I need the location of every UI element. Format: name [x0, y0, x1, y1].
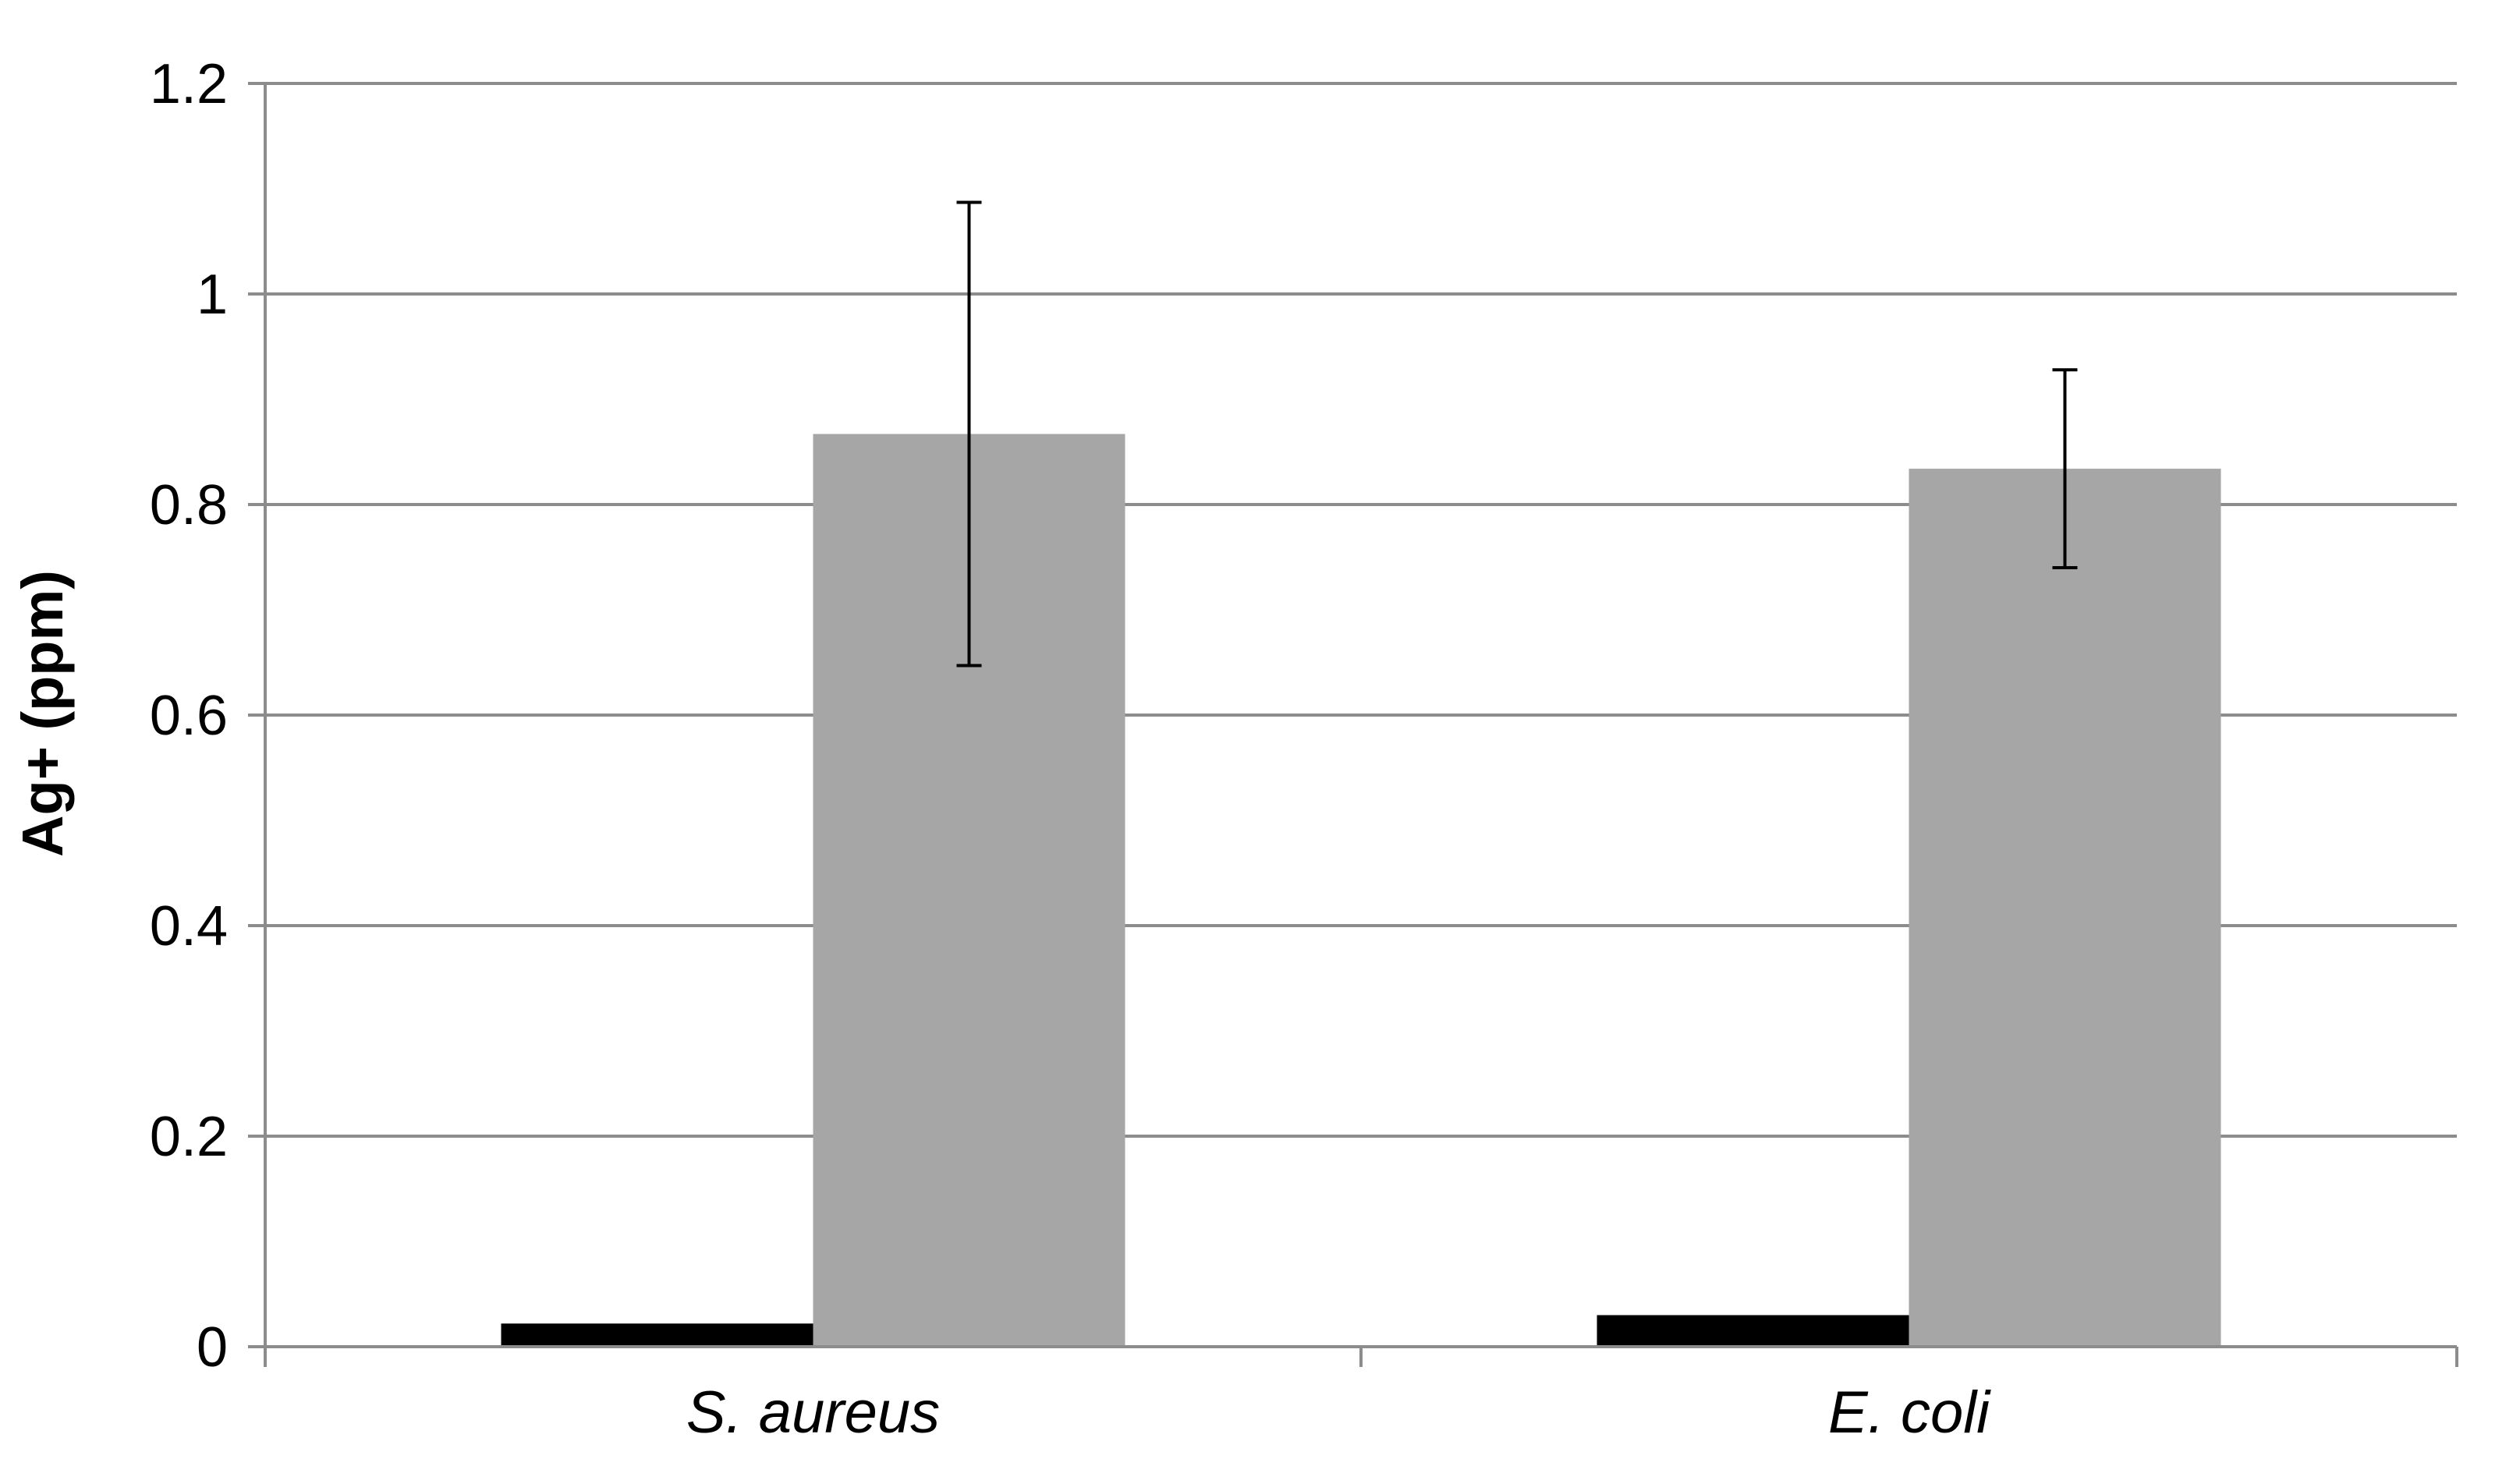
y-tick-label-2: 0.4	[150, 895, 228, 958]
bars	[501, 434, 2221, 1347]
y-tick-label-1: 0.2	[150, 1106, 228, 1168]
y-tick-labels: 0 0.2 0.4 0.6 0.8 1 1.2	[150, 53, 265, 1379]
y-axis-title: Ag+ (ppm)	[10, 570, 75, 857]
category-labels: S. aureus E. coli	[686, 1379, 1991, 1446]
category-label-1: E. coli	[1828, 1379, 1991, 1446]
bar-series0-0	[501, 1323, 813, 1347]
y-tick-label-0: 0	[197, 1316, 228, 1379]
bar-series0-1	[1597, 1315, 1909, 1347]
category-label-0: S. aureus	[686, 1379, 940, 1446]
x-tick-marks	[264, 1347, 2458, 1367]
error-bars	[956, 200, 2078, 668]
y-tick-label-6: 1.2	[150, 53, 228, 115]
y-tick-label-5: 1	[197, 264, 228, 326]
bar-series1-1	[1909, 469, 2221, 1347]
y-tick-label-4: 0.8	[150, 474, 228, 537]
y-tick-label-3: 0.6	[150, 685, 228, 747]
